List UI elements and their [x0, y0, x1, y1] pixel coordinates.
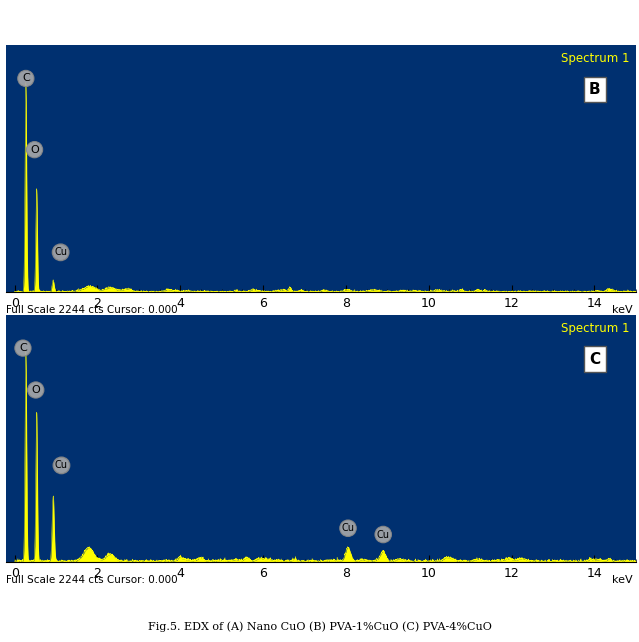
Text: Full Scale 2244 cts Cursor: 0.000: Full Scale 2244 cts Cursor: 0.000 — [6, 575, 178, 585]
Text: keV: keV — [612, 575, 633, 585]
Text: Spectrum 1: Spectrum 1 — [561, 322, 629, 335]
Text: Cu: Cu — [54, 247, 67, 257]
Text: C: C — [19, 343, 27, 353]
Text: Cu: Cu — [55, 460, 68, 471]
Text: O: O — [31, 385, 40, 395]
Text: Fig.5. EDX of (A) Nano CuO (B) PVA-1%CuO (C) PVA-4%CuO: Fig.5. EDX of (A) Nano CuO (B) PVA-1%CuO… — [148, 622, 491, 632]
Text: Cu: Cu — [341, 523, 355, 534]
Text: O: O — [30, 144, 39, 155]
Text: B: B — [589, 82, 601, 97]
Text: Cu: Cu — [377, 530, 390, 539]
Text: C: C — [22, 73, 30, 83]
Text: Full Scale 2244 cts Cursor: 0.000: Full Scale 2244 cts Cursor: 0.000 — [6, 305, 178, 315]
Text: C: C — [589, 352, 601, 367]
Text: Spectrum 1: Spectrum 1 — [561, 53, 629, 65]
Text: keV: keV — [612, 305, 633, 315]
